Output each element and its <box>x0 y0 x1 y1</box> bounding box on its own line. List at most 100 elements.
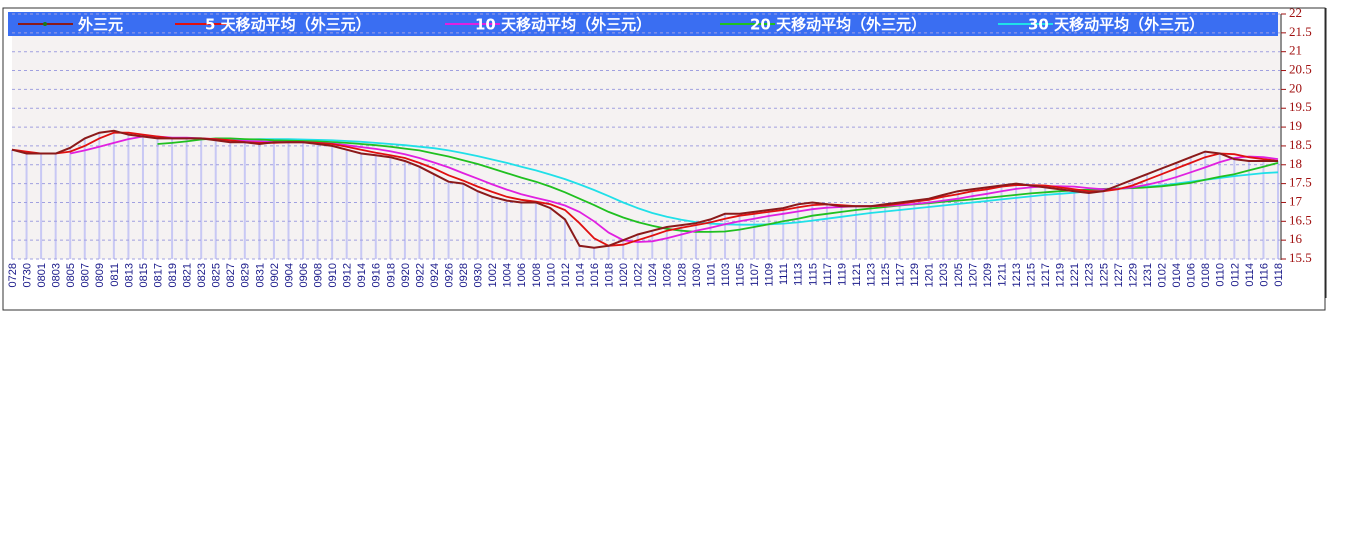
x-tick-label: 1231 <box>1142 263 1154 287</box>
x-tick-label: 0908 <box>312 263 324 287</box>
x-tick-label: 0801 <box>36 263 48 287</box>
x-tick-label: 1018 <box>604 263 616 287</box>
x-tick-label: 1227 <box>1113 263 1125 287</box>
x-tick-label: 0912 <box>342 263 354 287</box>
x-tick-label: 0902 <box>269 263 281 287</box>
x-tick-label: 0904 <box>283 263 295 287</box>
y-tick-label: 19.5 <box>1289 99 1312 114</box>
x-tick-label: 1123 <box>865 263 877 287</box>
y-tick-label: 20 <box>1289 80 1302 95</box>
x-tick-label: 1105 <box>734 263 746 287</box>
x-tick-label: 0831 <box>254 263 266 287</box>
x-tick-label: 1004 <box>502 263 514 287</box>
legend-label: 30 天移动平均（外三元） <box>1028 16 1204 34</box>
x-tick-label: 1016 <box>589 263 601 287</box>
x-tick-label: 0910 <box>327 263 339 287</box>
x-tick-label: 1024 <box>647 263 659 287</box>
y-tick-label: 17.5 <box>1289 175 1312 190</box>
x-tick-label: 0730 <box>21 263 33 287</box>
y-tick-label: 17 <box>1289 193 1303 208</box>
x-tick-label: 1219 <box>1055 263 1067 287</box>
y-tick-label: 19 <box>1289 118 1302 133</box>
x-tick-label: 0823 <box>196 263 208 287</box>
y-tick-label: 18 <box>1289 156 1302 171</box>
x-tick-label: 1229 <box>1127 263 1139 287</box>
x-tick-label: 1026 <box>662 263 674 287</box>
x-tick-label: 1014 <box>574 263 586 287</box>
y-tick-label: 18.5 <box>1289 137 1312 152</box>
x-tick-label: 0118 <box>1273 263 1285 287</box>
x-tick-label: 0807 <box>80 263 92 287</box>
x-tick-label: 1030 <box>691 263 703 287</box>
x-tick-label: 1012 <box>560 263 572 287</box>
x-tick-label: 0809 <box>94 263 106 287</box>
x-tick-label: 1127 <box>895 263 907 287</box>
x-tick-label: 1113 <box>793 263 805 286</box>
legend-label: 20 天移动平均（外三元） <box>750 16 926 34</box>
x-tick-label: 1008 <box>531 263 543 287</box>
series-line <box>11 131 1279 247</box>
x-tick-label: 0918 <box>385 263 397 287</box>
x-tick-label: 0728 <box>7 263 19 287</box>
x-tick-label: 0803 <box>51 263 63 287</box>
legend-label: 5 天移动平均（外三元） <box>205 16 371 34</box>
x-tick-label: 0112 <box>1229 263 1241 287</box>
y-tick-label: 16.5 <box>1289 212 1312 227</box>
x-tick-label: 0821 <box>182 263 194 287</box>
x-tick-label: 1221 <box>1069 263 1081 287</box>
x-tick-label: 0924 <box>429 263 441 287</box>
x-tick-label: 0110 <box>1215 263 1227 287</box>
legend-label: 外三元 <box>77 16 123 34</box>
x-tick-label: 1109 <box>764 263 776 287</box>
x-tick-label: 0928 <box>458 263 470 287</box>
series-line <box>157 137 1279 233</box>
y-tick-label: 22 <box>1289 5 1302 20</box>
x-tick-label: 0811 <box>109 263 121 287</box>
y-tick-label: 15.5 <box>1289 250 1312 265</box>
x-tick-label: 1217 <box>1040 263 1052 287</box>
x-tick-label: 1115 <box>807 263 819 286</box>
x-tick-label: 1111 <box>778 263 790 285</box>
x-tick-label: 1129 <box>909 263 921 287</box>
x-tick-label: 1117 <box>822 263 834 286</box>
x-tick-label: 0922 <box>414 263 426 287</box>
x-tick-label: 1002 <box>487 263 499 287</box>
x-tick-label: 1121 <box>851 263 863 287</box>
x-tick-label: 0108 <box>1200 263 1212 287</box>
x-tick-label: 1125 <box>880 263 892 287</box>
x-tick-label: 1213 <box>1011 263 1023 287</box>
x-tick-label: 1223 <box>1084 263 1096 287</box>
x-tick-label: 0805 <box>65 263 77 287</box>
y-tick-label: 20.5 <box>1289 62 1312 77</box>
x-tick-label: 1215 <box>1026 263 1038 287</box>
x-tick-label: 0116 <box>1258 263 1270 287</box>
x-tick-label: 0114 <box>1244 263 1256 287</box>
x-tick-label: 0916 <box>371 263 383 287</box>
x-tick-label: 0106 <box>1186 263 1198 287</box>
x-tick-label: 0815 <box>138 263 150 287</box>
y-tick-label: 16 <box>1289 231 1303 246</box>
x-tick-label: 0813 <box>123 263 135 287</box>
x-tick-label: 1203 <box>938 263 950 287</box>
x-tick-label: 1022 <box>633 263 645 287</box>
x-tick-label: 1209 <box>982 263 994 287</box>
x-tick-label: 0914 <box>356 263 368 287</box>
x-tick-label: 1211 <box>996 263 1008 287</box>
x-tick-label: 0926 <box>443 263 455 287</box>
x-tick-label: 1225 <box>1098 263 1110 287</box>
x-tick-label: 1201 <box>924 263 936 287</box>
y-tick-label: 21 <box>1289 43 1302 58</box>
x-tick-label: 0920 <box>400 263 412 287</box>
x-tick-label: 0819 <box>167 263 179 287</box>
x-tick-label: 1107 <box>749 263 761 287</box>
legend-marker <box>43 22 47 26</box>
y-tick-label: 21.5 <box>1289 24 1312 39</box>
x-tick-label: 1207 <box>967 263 979 287</box>
x-tick-label: 1103 <box>720 263 732 287</box>
x-tick-label: 0827 <box>225 263 237 287</box>
x-tick-label: 0104 <box>1171 263 1183 287</box>
x-tick-label: 1205 <box>953 263 965 287</box>
series-line <box>11 129 1278 249</box>
